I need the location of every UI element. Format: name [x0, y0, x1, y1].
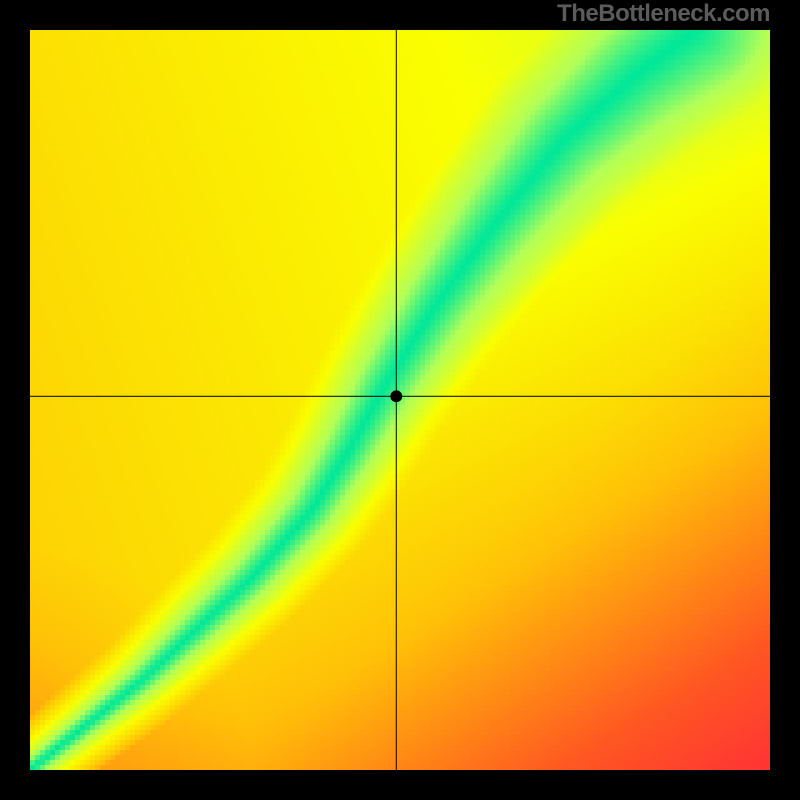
heatmap-plot	[30, 30, 770, 770]
bottleneck-heatmap-root: { "watermark": { "text": "TheBottleneck.…	[0, 0, 800, 800]
watermark-text: TheBottleneck.com	[557, 0, 770, 28]
heatmap-canvas	[30, 30, 770, 770]
